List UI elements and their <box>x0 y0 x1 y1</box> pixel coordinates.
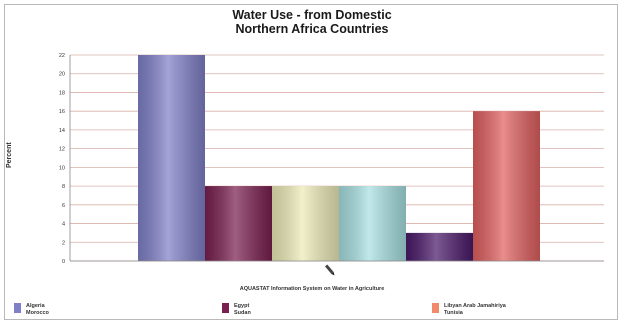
bar-shading <box>339 186 406 261</box>
bar <box>205 186 272 261</box>
pencil-icon <box>324 264 335 276</box>
y-tick-label: 0 <box>62 259 65 265</box>
y-tick-label: 20 <box>59 72 65 78</box>
y-tick-label: 16 <box>59 109 65 115</box>
legend-text-1: Algeria Morocco <box>26 303 49 316</box>
bar-shading <box>473 111 540 261</box>
legend-item-1: Algeria Morocco <box>14 303 49 316</box>
bar-shading <box>272 186 339 261</box>
y-tick-label: 4 <box>62 222 65 228</box>
legend-label: Algeria <box>26 303 45 309</box>
legend-swatch-2 <box>222 303 229 313</box>
bar <box>406 232 473 261</box>
legend-swatch-3 <box>432 303 439 313</box>
bar-shading <box>138 55 205 261</box>
y-tick-label: 10 <box>59 165 65 171</box>
legend-label: Libyan Arab Jamahiriya <box>444 303 506 309</box>
legend-label: Egypt <box>234 303 250 309</box>
y-tick-label: 6 <box>62 203 65 209</box>
legend-label: Tunisia <box>444 309 463 316</box>
chart-title-line-2: Northern Africa Countries <box>235 22 389 36</box>
bar-shading <box>406 232 473 261</box>
bar-shading <box>205 186 272 261</box>
bar <box>272 186 339 261</box>
bar <box>138 55 205 261</box>
x-axis-label: AQUASTAT Information System on Water in … <box>239 286 385 292</box>
y-tick-label: 8 <box>62 184 65 190</box>
y-tick-label: 2 <box>62 240 65 246</box>
legend-text-2: Egypt Sudan <box>234 303 251 316</box>
legend-item-2: Egypt Sudan <box>222 303 251 316</box>
chart-title: Water Use - from Domestic Northern Afric… <box>0 8 624 36</box>
legend-label: Morocco <box>26 309 49 316</box>
y-tick-label: 22 <box>59 53 65 59</box>
y-tick-label: 12 <box>59 147 65 153</box>
legend-item-3: Libyan Arab Jamahiriya Tunisia <box>432 303 506 316</box>
legend-swatch-1 <box>14 303 21 313</box>
y-tick-label: 14 <box>59 128 65 134</box>
chart-title-line-1: Water Use - from Domestic <box>232 8 392 22</box>
legend-label: Sudan <box>234 309 251 316</box>
bar <box>339 186 406 261</box>
bar <box>473 111 540 261</box>
y-tick-label: 18 <box>59 90 65 96</box>
legend-text-3: Libyan Arab Jamahiriya Tunisia <box>444 303 506 316</box>
